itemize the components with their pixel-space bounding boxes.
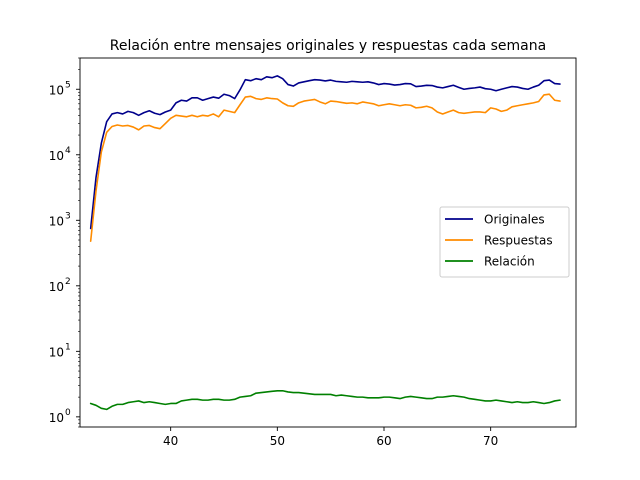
- series-line-relaci-n: [89, 389, 561, 411]
- plot-frame: [79, 57, 577, 428]
- y-tick-exponent: 5: [65, 80, 71, 90]
- y-tick-label: 10: [49, 345, 64, 359]
- y-tick-exponent: 4: [65, 146, 71, 156]
- y-tick-label: 10: [49, 280, 64, 294]
- legend: Originales Respuestas Relación: [439, 206, 570, 278]
- series-line-originales: [89, 75, 561, 230]
- x-tick-label: 70: [483, 434, 498, 448]
- series-line-respuestas: [89, 93, 561, 242]
- x-axis: 40 50 60 70: [163, 427, 498, 448]
- chart-title: Relación entre mensajes originales y res…: [110, 38, 546, 54]
- legend-label-originales: Originales: [484, 213, 545, 227]
- y-tick-exponent: 0: [65, 408, 71, 418]
- legend-box: [439, 206, 570, 278]
- x-tick-label: 50: [270, 434, 285, 448]
- x-tick-label: 40: [163, 434, 178, 448]
- legend-label-respuestas: Respuestas: [484, 234, 553, 248]
- y-tick-label: 10: [49, 214, 64, 228]
- y-tick-exponent: 1: [65, 342, 71, 352]
- x-tick-label: 60: [376, 434, 391, 448]
- y-tick-label: 10: [49, 411, 64, 425]
- legend-label-relaci-n: Relación: [484, 255, 535, 269]
- y-tick-label: 10: [49, 83, 64, 97]
- y-tick-exponent: 3: [65, 211, 71, 221]
- y-tick-label: 10: [49, 149, 64, 163]
- series-layer: [89, 75, 561, 411]
- y-tick-exponent: 2: [65, 277, 71, 287]
